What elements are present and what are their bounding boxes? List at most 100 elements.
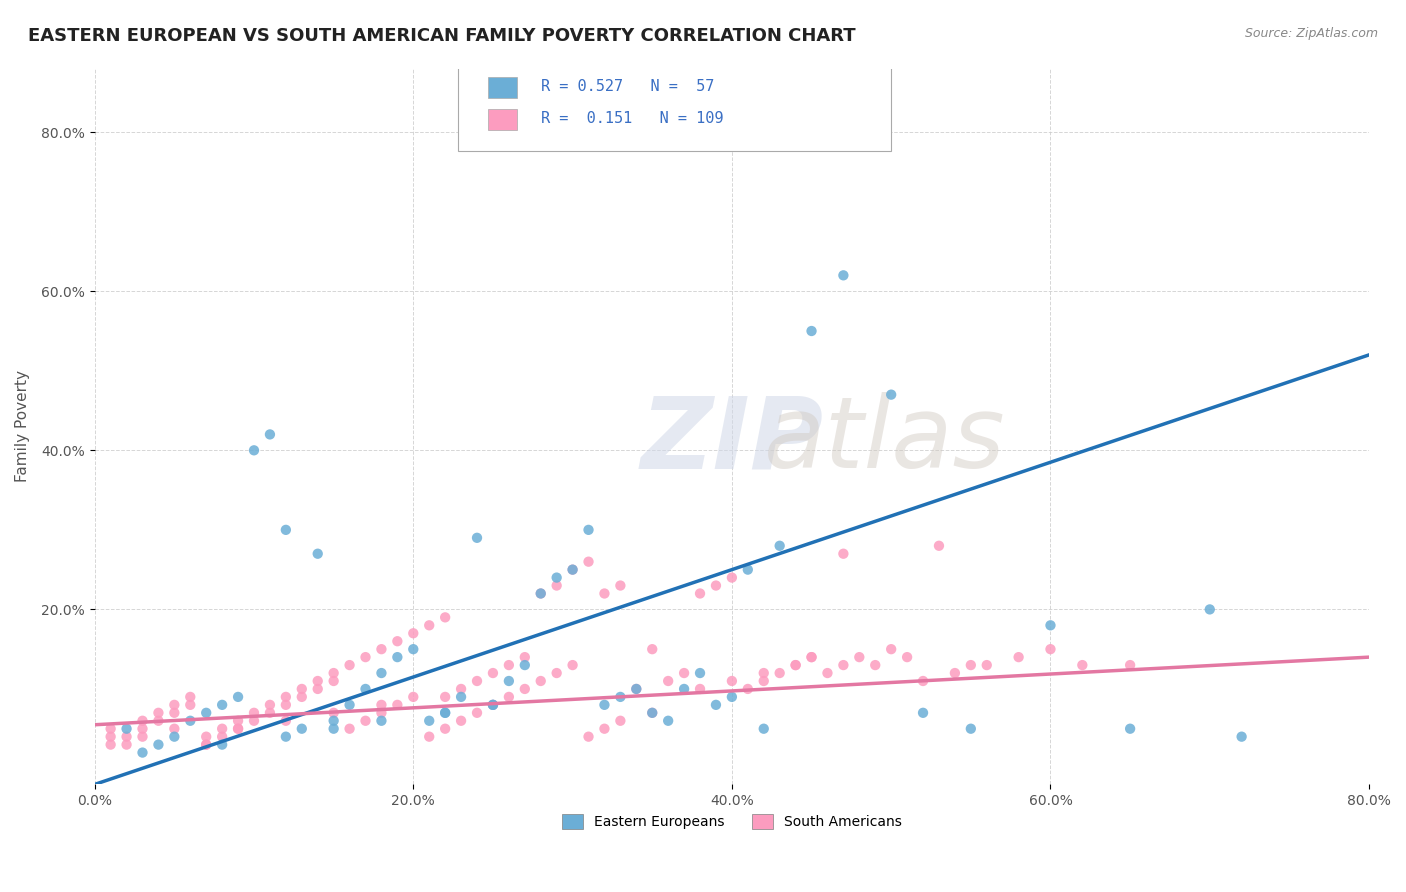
- Point: [593, 698, 616, 712]
- Point: [434, 690, 457, 704]
- Point: [578, 555, 600, 569]
- Point: [689, 681, 711, 696]
- Point: [911, 706, 934, 720]
- Point: [673, 666, 696, 681]
- Point: [274, 523, 297, 537]
- Point: [513, 650, 536, 665]
- Point: [561, 658, 583, 673]
- Point: [370, 706, 392, 720]
- Text: Source: ZipAtlas.com: Source: ZipAtlas.com: [1244, 27, 1378, 40]
- Point: [498, 658, 520, 673]
- FancyBboxPatch shape: [488, 109, 516, 130]
- Point: [418, 618, 440, 632]
- Point: [274, 714, 297, 728]
- Point: [226, 690, 249, 704]
- Point: [434, 722, 457, 736]
- Point: [911, 673, 934, 688]
- Point: [354, 714, 377, 728]
- Point: [307, 673, 329, 688]
- Point: [259, 698, 281, 712]
- Point: [785, 658, 807, 673]
- Point: [689, 586, 711, 600]
- Point: [689, 666, 711, 681]
- Point: [578, 523, 600, 537]
- Point: [880, 387, 903, 401]
- Point: [482, 698, 505, 712]
- Point: [609, 714, 631, 728]
- Point: [100, 738, 122, 752]
- Point: [785, 658, 807, 673]
- Point: [865, 658, 887, 673]
- Point: [211, 722, 233, 736]
- Point: [354, 650, 377, 665]
- Point: [259, 427, 281, 442]
- Y-axis label: Family Poverty: Family Poverty: [15, 370, 30, 483]
- Point: [339, 698, 361, 712]
- Text: EASTERN EUROPEAN VS SOUTH AMERICAN FAMILY POVERTY CORRELATION CHART: EASTERN EUROPEAN VS SOUTH AMERICAN FAMIL…: [28, 27, 856, 45]
- Point: [226, 722, 249, 736]
- Point: [322, 666, 344, 681]
- Point: [322, 722, 344, 736]
- Point: [307, 681, 329, 696]
- Point: [291, 690, 314, 704]
- Point: [1119, 658, 1142, 673]
- Point: [959, 658, 981, 673]
- Point: [1230, 730, 1253, 744]
- Point: [752, 722, 775, 736]
- Point: [370, 666, 392, 681]
- Point: [673, 681, 696, 696]
- Point: [434, 706, 457, 720]
- Point: [1007, 650, 1029, 665]
- Point: [387, 634, 409, 648]
- Point: [259, 706, 281, 720]
- Point: [657, 714, 679, 728]
- Point: [434, 706, 457, 720]
- Point: [530, 673, 553, 688]
- Point: [1071, 658, 1094, 673]
- Point: [498, 673, 520, 688]
- Point: [450, 690, 472, 704]
- Point: [752, 673, 775, 688]
- Point: [943, 666, 966, 681]
- Point: [880, 642, 903, 657]
- Point: [1039, 642, 1062, 657]
- Point: [848, 650, 870, 665]
- Point: [370, 714, 392, 728]
- Point: [704, 698, 727, 712]
- Point: [163, 698, 186, 712]
- Point: [131, 722, 153, 736]
- Point: [307, 547, 329, 561]
- Point: [179, 698, 201, 712]
- Text: atlas: atlas: [763, 392, 1005, 490]
- Point: [561, 563, 583, 577]
- Point: [546, 571, 568, 585]
- Text: R =  0.151   N = 109: R = 0.151 N = 109: [541, 112, 723, 126]
- Point: [387, 698, 409, 712]
- Point: [465, 706, 488, 720]
- Point: [131, 714, 153, 728]
- Point: [769, 539, 792, 553]
- Point: [434, 610, 457, 624]
- Point: [291, 722, 314, 736]
- Point: [721, 673, 744, 688]
- Point: [243, 706, 266, 720]
- Point: [274, 690, 297, 704]
- Point: [148, 714, 170, 728]
- Point: [226, 722, 249, 736]
- Point: [418, 730, 440, 744]
- Point: [609, 578, 631, 592]
- Point: [211, 738, 233, 752]
- Point: [832, 268, 855, 283]
- Text: ZIP: ZIP: [640, 392, 824, 490]
- Point: [800, 650, 823, 665]
- Point: [513, 658, 536, 673]
- FancyBboxPatch shape: [488, 77, 516, 98]
- Point: [402, 626, 425, 640]
- Point: [179, 690, 201, 704]
- Point: [163, 706, 186, 720]
- Point: [752, 666, 775, 681]
- Point: [195, 706, 218, 720]
- Point: [115, 730, 138, 744]
- Point: [163, 730, 186, 744]
- Point: [896, 650, 918, 665]
